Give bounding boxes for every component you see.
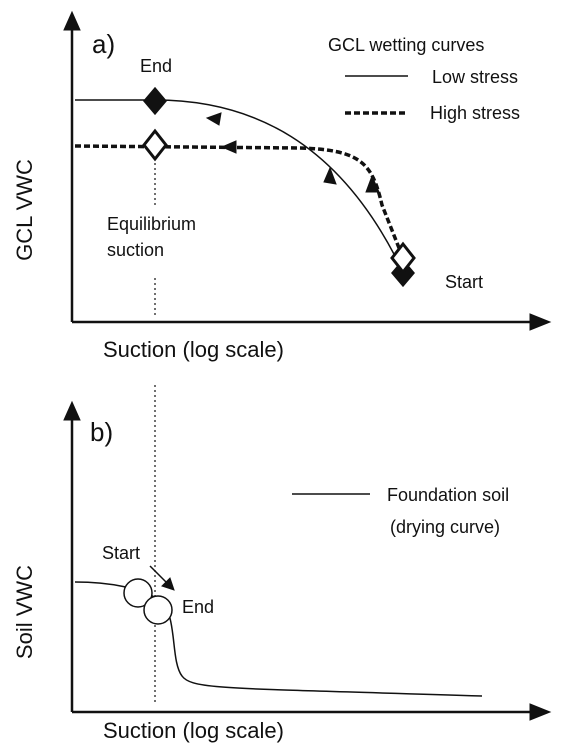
panel-a (63, 10, 552, 331)
x-axis-label: Suction (log scale) (103, 337, 284, 362)
x-axis-label: Suction (log scale) (103, 718, 284, 743)
arrowhead (205, 112, 222, 126)
panel-label: a) (92, 29, 115, 59)
arrowhead (220, 140, 237, 154)
y-axis-label: Soil VWC (12, 565, 37, 659)
start-label: Start (102, 543, 140, 563)
end-marker (143, 86, 167, 116)
arrowhead (323, 166, 337, 185)
legend-entry: Foundation soil (387, 485, 509, 505)
start-marker (390, 241, 416, 275)
end-label: End (140, 56, 172, 76)
low-stress-curve (75, 99, 404, 273)
legend-title: GCL wetting curves (328, 35, 484, 55)
annotation: suction (107, 240, 164, 260)
annotation: Equilibrium (107, 214, 196, 234)
end-marker (143, 595, 173, 625)
end-label: End (182, 597, 214, 617)
panel-label: b) (90, 417, 113, 447)
high-stress-curve (74, 144, 405, 259)
end-marker (142, 128, 168, 162)
arrowhead (63, 10, 81, 31)
arrowhead (529, 313, 552, 331)
y-axis-label: GCL VWC (12, 159, 37, 261)
arrowhead (365, 174, 380, 193)
arrow (149, 565, 169, 585)
legend-entry: High stress (430, 103, 520, 123)
legend-entry: (drying curve) (390, 517, 500, 537)
arrowhead (529, 703, 552, 721)
panel-b (63, 385, 552, 721)
legend-entry: Low stress (432, 67, 518, 87)
start-label: Start (445, 272, 483, 292)
arrowhead (161, 577, 175, 591)
start-marker (123, 578, 153, 608)
arrowhead (63, 400, 81, 421)
